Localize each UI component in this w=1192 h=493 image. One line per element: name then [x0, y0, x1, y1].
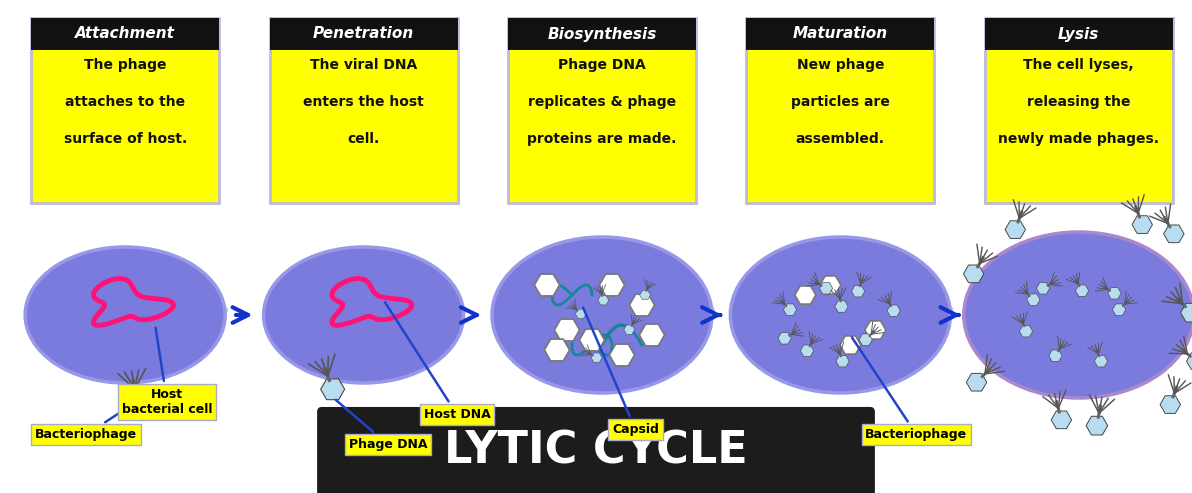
Text: The cell lyses,

releasing the

newly made phages.: The cell lyses, releasing the newly made…	[998, 58, 1160, 145]
FancyBboxPatch shape	[269, 18, 458, 203]
Text: Lysis: Lysis	[1058, 27, 1099, 41]
FancyBboxPatch shape	[746, 18, 935, 203]
Ellipse shape	[29, 293, 228, 327]
Text: Attachment: Attachment	[75, 27, 175, 41]
FancyBboxPatch shape	[31, 18, 219, 50]
Ellipse shape	[267, 293, 466, 327]
Text: Bacteriophage: Bacteriophage	[852, 337, 968, 441]
FancyBboxPatch shape	[508, 18, 696, 203]
Text: LYTIC CYCLE: LYTIC CYCLE	[445, 429, 747, 473]
Text: Capsid: Capsid	[583, 308, 659, 436]
Ellipse shape	[492, 237, 712, 393]
FancyBboxPatch shape	[746, 18, 935, 50]
Ellipse shape	[731, 237, 950, 393]
Text: New phage

particles are

assembled.: New phage particles are assembled.	[791, 58, 889, 145]
Ellipse shape	[733, 290, 954, 329]
FancyBboxPatch shape	[318, 408, 874, 493]
FancyBboxPatch shape	[985, 18, 1173, 50]
Text: The phage

attaches to the

surface of host.: The phage attaches to the surface of hos…	[63, 58, 187, 145]
Ellipse shape	[967, 289, 1192, 331]
Ellipse shape	[263, 247, 464, 383]
Text: Biosynthesis: Biosynthesis	[547, 27, 657, 41]
FancyBboxPatch shape	[269, 18, 458, 50]
Text: Host DNA: Host DNA	[385, 302, 490, 421]
FancyBboxPatch shape	[31, 18, 219, 203]
Text: The viral DNA

enters the host

cell.: The viral DNA enters the host cell.	[303, 58, 424, 145]
Text: Penetration: Penetration	[313, 27, 414, 41]
Ellipse shape	[964, 232, 1192, 398]
Ellipse shape	[495, 290, 715, 329]
Text: Maturation: Maturation	[793, 27, 888, 41]
FancyBboxPatch shape	[508, 18, 696, 50]
FancyBboxPatch shape	[985, 18, 1173, 203]
Ellipse shape	[25, 247, 225, 383]
Text: Phage DNA: Phage DNA	[336, 400, 427, 451]
Text: Host
bacterial cell: Host bacterial cell	[122, 328, 212, 416]
Text: Bacteriophage: Bacteriophage	[35, 408, 137, 441]
Text: Phage DNA

replicates & phage

proteins are made.: Phage DNA replicates & phage proteins ar…	[527, 58, 677, 145]
